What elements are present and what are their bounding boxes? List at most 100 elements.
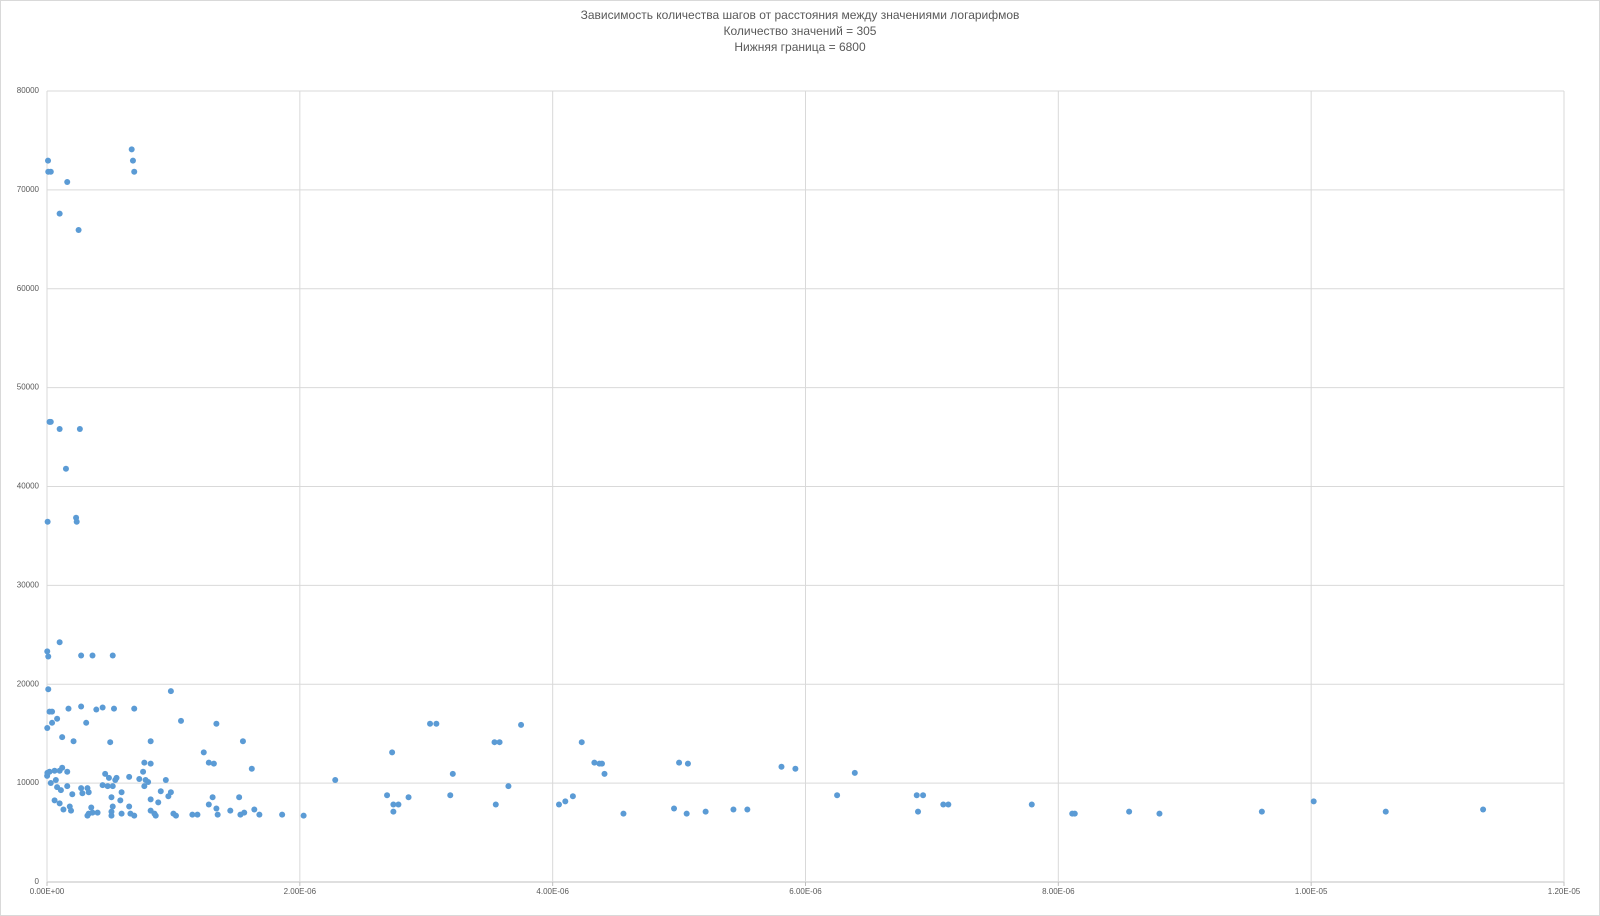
chart-title: Зависимость количества шагов от расстоян…: [581, 8, 1020, 22]
point: [46, 768, 53, 775]
point: [64, 768, 71, 775]
x-tick-label: 6.00E-06: [789, 887, 822, 896]
point: [62, 465, 69, 472]
point: [213, 805, 220, 812]
point: [57, 787, 64, 794]
point: [200, 749, 207, 756]
point: [129, 157, 136, 164]
point: [389, 749, 396, 756]
point: [1310, 798, 1317, 805]
point: [1028, 801, 1035, 808]
point: [131, 812, 138, 819]
point: [1258, 808, 1265, 815]
point: [51, 767, 58, 774]
point: [205, 759, 212, 766]
point: [256, 811, 263, 818]
point: [64, 178, 71, 185]
point: [620, 810, 627, 817]
y-tick-label: 80000: [17, 86, 40, 95]
point: [591, 759, 598, 766]
point: [162, 776, 169, 783]
point: [141, 783, 148, 790]
point: [676, 759, 683, 766]
point: [152, 812, 159, 819]
point: [108, 794, 115, 801]
point: [167, 688, 174, 695]
point: [113, 774, 120, 781]
point: [792, 765, 799, 772]
point: [109, 803, 116, 810]
point: [390, 801, 397, 808]
point: [59, 764, 66, 771]
point: [47, 418, 54, 425]
point: [108, 812, 115, 819]
point: [84, 812, 91, 819]
point: [44, 518, 51, 525]
point: [147, 760, 154, 767]
point: [300, 812, 307, 819]
point: [214, 811, 221, 818]
point: [44, 648, 51, 655]
point: [210, 760, 217, 767]
y-tick-label: 50000: [17, 383, 40, 392]
x-tick-label: 2.00E-06: [284, 887, 317, 896]
point: [89, 652, 96, 659]
point: [920, 792, 927, 799]
point: [332, 776, 339, 783]
point: [851, 769, 858, 776]
point: [78, 652, 85, 659]
point: [70, 738, 77, 745]
point: [492, 801, 499, 808]
point: [518, 721, 525, 728]
point: [49, 708, 56, 715]
point: [236, 794, 243, 801]
point: [126, 803, 133, 810]
point: [79, 790, 86, 797]
y-tick-label: 30000: [17, 580, 40, 589]
point: [395, 801, 402, 808]
point: [45, 653, 52, 660]
point: [390, 808, 397, 815]
point: [126, 773, 133, 780]
point: [194, 811, 201, 818]
chart-subtitle: Количество значений = 305: [724, 24, 877, 38]
point: [145, 779, 152, 786]
point: [578, 739, 585, 746]
point: [834, 792, 841, 799]
point: [433, 720, 440, 727]
point: [239, 738, 246, 745]
point: [44, 724, 51, 731]
point: [491, 739, 498, 746]
point: [85, 789, 92, 796]
point: [107, 739, 114, 746]
point: [136, 775, 143, 782]
x-tick-label: 1.20E-05: [1548, 887, 1581, 896]
point: [601, 770, 608, 777]
point: [569, 793, 576, 800]
point: [683, 810, 690, 817]
point: [128, 146, 135, 153]
point: [496, 739, 503, 746]
point: [131, 705, 138, 712]
point: [118, 789, 125, 796]
point: [141, 759, 148, 766]
point: [155, 799, 162, 806]
point: [68, 807, 75, 814]
y-tick-label: 60000: [17, 284, 40, 293]
point: [555, 801, 562, 808]
point: [684, 760, 691, 767]
point: [147, 796, 154, 803]
point: [449, 770, 456, 777]
y-tick-label: 10000: [17, 778, 40, 787]
point: [562, 798, 569, 805]
point: [205, 801, 212, 808]
point: [702, 808, 709, 815]
point: [730, 806, 737, 813]
point: [1480, 806, 1487, 813]
point: [94, 809, 101, 816]
y-tick-label: 20000: [17, 679, 40, 688]
point: [251, 806, 258, 813]
point: [427, 720, 434, 727]
